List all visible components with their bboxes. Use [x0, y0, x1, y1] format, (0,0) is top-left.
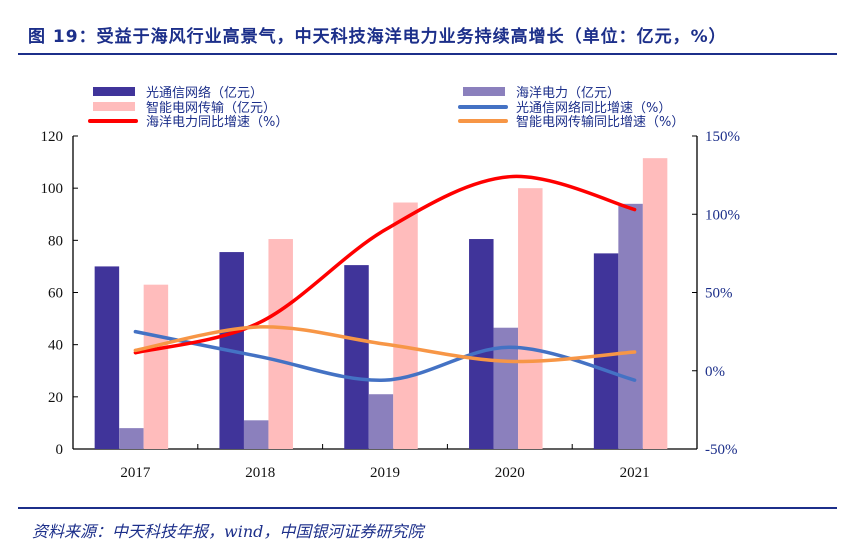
bar — [94, 266, 120, 449]
bar — [119, 428, 144, 449]
right-tick-label: 0% — [705, 364, 725, 380]
x-tick-label: 2018 — [245, 465, 275, 481]
right-tick-label: 50% — [705, 286, 733, 302]
legend-label: 海洋电力同比增速（%） — [146, 115, 288, 130]
bar — [243, 420, 269, 449]
x-tick-label: 2019 — [370, 465, 400, 481]
legend-label: 智能电网传输同比增速（%） — [516, 114, 684, 130]
series-line — [133, 329, 637, 382]
bar — [642, 158, 668, 449]
left-tick-label: 80 — [48, 233, 63, 249]
bar — [518, 188, 543, 449]
bar — [268, 239, 293, 449]
left-tick-label: 120 — [41, 129, 64, 145]
left-tick-label: 100 — [41, 181, 64, 197]
right-tick-label: 150% — [705, 129, 740, 145]
bar — [593, 253, 619, 449]
series-line — [133, 174, 637, 355]
source-note: 资料来源：中天科技年报，wind，中国银河证券研究院 — [32, 522, 424, 541]
right-tick-label: 100% — [705, 207, 740, 223]
bar — [618, 203, 643, 449]
legend-label: 智能电网传输（亿元） — [146, 100, 276, 116]
legend-label: 光通信网络（亿元） — [146, 85, 263, 101]
bar — [143, 284, 169, 449]
left-tick-label: 60 — [48, 286, 63, 302]
left-tick-label: 0 — [56, 442, 64, 458]
legend-swatch — [463, 87, 505, 96]
bar — [469, 239, 494, 449]
source-divider — [18, 507, 837, 509]
left-tick-label: 20 — [48, 390, 63, 406]
x-tick-label: 2017 — [120, 465, 151, 481]
legend-swatch — [93, 87, 135, 96]
bar — [368, 394, 394, 449]
chart-title: 图 19：受益于海风行业高景气，中天科技海洋电力业务持续高增长（单位：亿元，%） — [28, 27, 727, 47]
legend-swatch — [93, 102, 135, 111]
legend-label: 海洋电力（亿元） — [516, 86, 620, 101]
left-tick-label: 40 — [48, 338, 63, 354]
x-tick-label: 2021 — [620, 465, 650, 481]
legend-label: 光通信网络同比增速（%） — [516, 100, 671, 116]
bar — [344, 265, 369, 449]
x-tick-label: 2020 — [495, 465, 525, 481]
bar — [393, 202, 418, 449]
title-divider — [18, 53, 837, 55]
series-line — [133, 325, 637, 364]
right-tick-label: -50% — [705, 442, 738, 458]
